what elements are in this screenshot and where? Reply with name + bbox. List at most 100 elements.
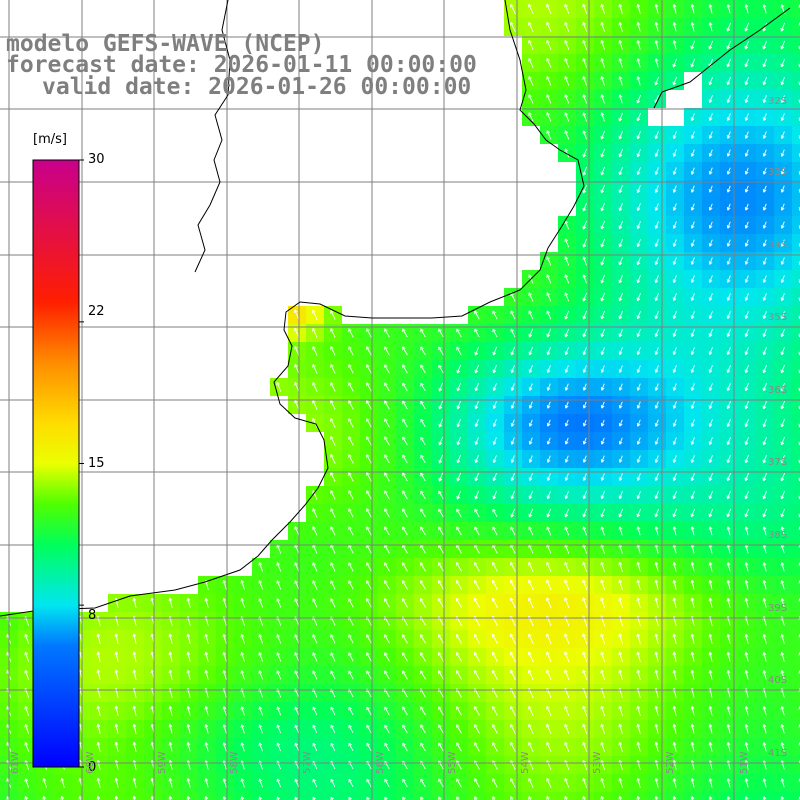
wind-speed-cell bbox=[630, 792, 648, 800]
wind-arrow bbox=[222, 742, 227, 752]
wind-arrow bbox=[366, 598, 372, 608]
wind-arrow bbox=[780, 58, 785, 68]
wind-arrow bbox=[672, 58, 678, 68]
wind-arrow bbox=[762, 652, 767, 662]
wind-arrow bbox=[492, 346, 498, 356]
wind-arrow bbox=[186, 742, 191, 752]
wind-arrow bbox=[618, 419, 623, 427]
wind-arrow bbox=[654, 796, 659, 800]
wind-arrow bbox=[258, 724, 263, 734]
wind-arrow bbox=[762, 221, 767, 229]
wind-arrow bbox=[132, 597, 137, 609]
wind-arrow bbox=[366, 526, 372, 536]
wind-arrow bbox=[744, 95, 749, 103]
wind-arrow bbox=[384, 364, 390, 374]
wind-arrow bbox=[276, 706, 282, 716]
wind-arrow bbox=[402, 670, 408, 680]
wind-arrow bbox=[384, 670, 390, 680]
wind-arrow bbox=[600, 473, 605, 481]
wind-arrow bbox=[600, 561, 606, 572]
wind-arrow bbox=[600, 3, 606, 14]
wind-arrow bbox=[96, 651, 101, 663]
wind-arrow bbox=[564, 651, 570, 663]
wind-arrow bbox=[780, 706, 785, 716]
wind-arrow bbox=[672, 329, 677, 338]
wind-arrow bbox=[654, 597, 659, 609]
wind-arrow bbox=[636, 292, 641, 302]
wind-arrow bbox=[276, 670, 282, 680]
lat-label: 36S bbox=[768, 385, 788, 396]
wind-arrow bbox=[708, 526, 713, 536]
wind-speed-cell bbox=[720, 792, 738, 800]
wind-arrow bbox=[780, 472, 785, 482]
wind-arrow bbox=[168, 705, 173, 716]
wind-arrow bbox=[366, 562, 372, 572]
wind-arrow bbox=[546, 21, 552, 32]
wind-arrow bbox=[528, 21, 534, 32]
wind-arrow bbox=[546, 597, 552, 609]
wind-arrow bbox=[762, 364, 767, 374]
wind-arrow bbox=[600, 310, 605, 320]
wind-arrow bbox=[510, 3, 516, 14]
wind-arrow bbox=[708, 383, 713, 391]
wind-arrow bbox=[744, 670, 749, 680]
wind-arrow bbox=[600, 741, 606, 752]
wind-arrow bbox=[618, 112, 624, 122]
wind-speed-cell bbox=[306, 792, 324, 800]
wind-arrow bbox=[654, 491, 659, 500]
wind-arrow bbox=[618, 256, 623, 266]
wind-arrow bbox=[672, 76, 677, 86]
wind-arrow bbox=[762, 113, 767, 121]
wind-speed-cell bbox=[792, 288, 800, 306]
wind-arrow bbox=[96, 705, 101, 717]
wind-arrow bbox=[348, 418, 354, 428]
wind-arrow bbox=[600, 58, 605, 68]
wind-arrow bbox=[600, 292, 606, 302]
wind-arrow bbox=[564, 76, 570, 86]
lat-label: 39S bbox=[768, 603, 788, 614]
wind-arrow bbox=[672, 455, 677, 463]
lon-label: 56W bbox=[375, 751, 386, 774]
wind-arrow bbox=[474, 796, 478, 800]
wind-arrow bbox=[564, 561, 570, 572]
wind-speed-cell bbox=[792, 504, 800, 522]
wind-speed-cell bbox=[468, 792, 486, 800]
wind-arrow bbox=[726, 526, 731, 536]
wind-arrow bbox=[312, 778, 318, 788]
wind-arrow bbox=[672, 257, 677, 265]
wind-arrow bbox=[456, 418, 461, 428]
wind-arrow bbox=[492, 778, 498, 788]
wind-arrow bbox=[330, 670, 336, 680]
wind-arrow bbox=[258, 634, 264, 644]
wind-speed-cell bbox=[396, 792, 414, 800]
wind-arrow bbox=[528, 3, 534, 14]
wind-arrow bbox=[420, 454, 426, 464]
coastline bbox=[0, 0, 791, 617]
wind-arrow bbox=[708, 597, 713, 608]
wind-arrow bbox=[437, 634, 444, 644]
lat-label: 40S bbox=[768, 675, 788, 686]
wind-arrow bbox=[582, 651, 588, 663]
wind-arrow bbox=[582, 561, 588, 572]
wind-arrow bbox=[744, 652, 749, 662]
wind-arrow bbox=[726, 419, 731, 428]
wind-arrow bbox=[204, 778, 209, 788]
wind-arrow bbox=[762, 185, 767, 193]
wind-arrow bbox=[762, 724, 767, 734]
wind-speed-cell bbox=[666, 792, 684, 800]
wind-arrow bbox=[420, 490, 426, 500]
wind-arrow bbox=[348, 580, 354, 590]
wind-arrow bbox=[312, 598, 318, 608]
wind-arrow bbox=[726, 706, 731, 716]
wind-arrow bbox=[726, 597, 731, 608]
wind-arrow bbox=[312, 418, 318, 428]
wind-arrow bbox=[114, 795, 119, 800]
wind-speed-cell bbox=[792, 630, 800, 648]
wind-arrow bbox=[780, 418, 785, 428]
wind-arrow bbox=[690, 131, 695, 139]
wind-arrow bbox=[564, 633, 570, 645]
wind-arrow bbox=[564, 455, 569, 463]
wind-arrow bbox=[222, 633, 227, 644]
wind-arrow bbox=[654, 455, 659, 463]
wind-arrow bbox=[510, 473, 515, 482]
